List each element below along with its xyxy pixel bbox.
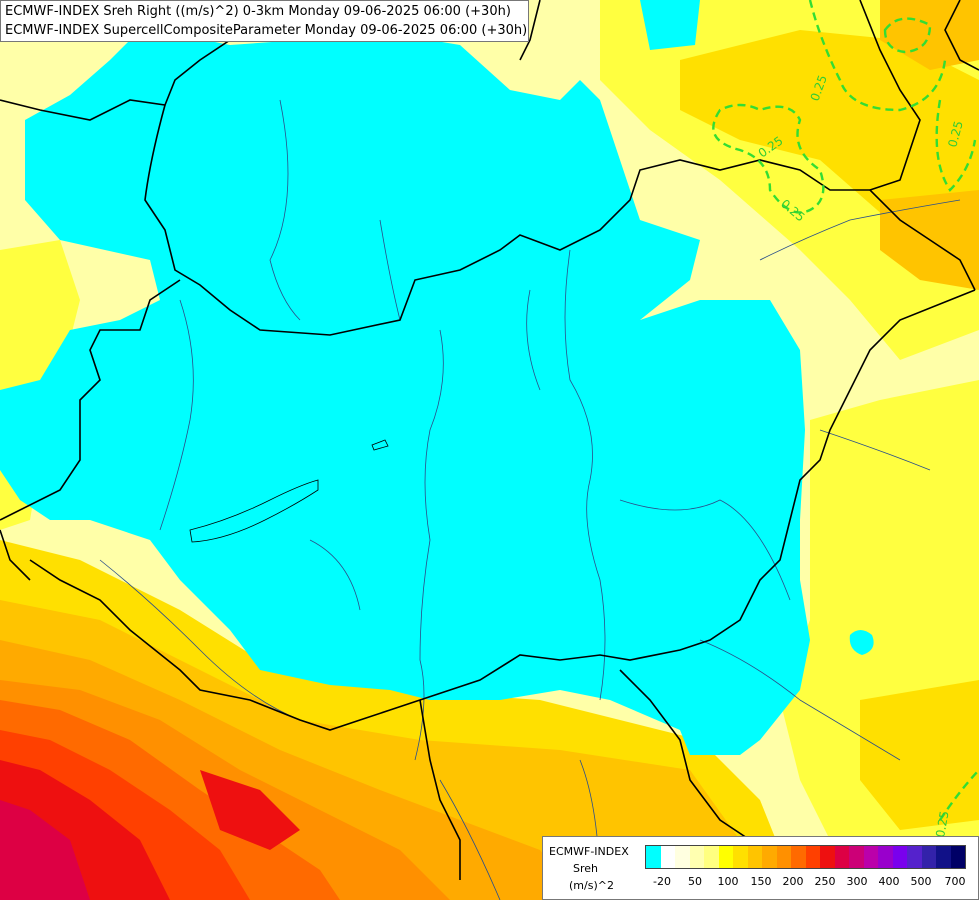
legend-tick-label: 400 [878,875,900,888]
legend-swatch [776,846,791,868]
legend-swatch [907,846,922,868]
legend-swatch [950,846,965,868]
contour-label: 0.25 [933,810,951,839]
sreh-field-negative [0,35,810,755]
legend-swatch [791,846,806,868]
legend-tick-label: 100 [717,875,739,888]
scp-contours [712,0,979,821]
legend-tick-label: 50 [688,875,702,888]
legend-swatch [921,846,936,868]
legend-swatch [820,846,835,868]
legend-tick-label: 500 [910,875,932,888]
map-title-line: ECMWF-INDEX SupercellCompositeParameter … [5,23,528,38]
legend-swatch [747,846,762,868]
lake-balaton [189,479,319,543]
legend-parameter-label: Sreh [573,862,599,875]
lake-small [371,439,389,451]
legend-swatch [863,846,878,868]
contour-label: 0.25 [945,119,965,148]
legend-tick-label: 150 [750,875,772,888]
color-legend: ECMWF-INDEX Sreh (m/s)^2 -20 50 100 150 200 2… [542,836,979,900]
legend-tick-labels: -20 50 100 150 200 250 300 400 500 700 [645,875,975,891]
legend-swatch [762,846,777,868]
legend-tick-label: 300 [846,875,868,888]
sreh-field-negative-north [640,0,700,50]
legend-swatch [675,846,690,868]
legend-color-scale [645,845,966,869]
legend-unit-label: (m/s)^2 [569,879,614,892]
legend-swatch [733,846,748,868]
legend-swatch [892,846,907,868]
legend-swatch [689,846,704,868]
legend-swatch [704,846,719,868]
country-borders [0,0,979,880]
legend-tick-label: 700 [944,875,966,888]
map-title-line: ECMWF-INDEX Sreh Right ((m/s)^2) 0-3km M… [5,4,511,19]
legend-swatch [805,846,820,868]
sreh-field-negative-spot [849,630,874,655]
legend-swatch [660,846,675,868]
legend-swatch [878,846,893,868]
legend-swatch [646,846,661,868]
sreh-field-high [0,540,800,900]
legend-tick-label: -20 [653,875,671,888]
legend-tick-label: 250 [814,875,836,888]
legend-swatch [834,846,849,868]
rivers [99,99,961,900]
legend-swatch [936,846,951,868]
legend-swatch [849,846,864,868]
legend-model-label: ECMWF-INDEX [549,845,629,858]
legend-swatch [718,846,733,868]
map-title-box: ECMWF-INDEX Sreh Right ((m/s)^2) 0-3km M… [0,0,529,42]
legend-tick-label: 200 [782,875,804,888]
